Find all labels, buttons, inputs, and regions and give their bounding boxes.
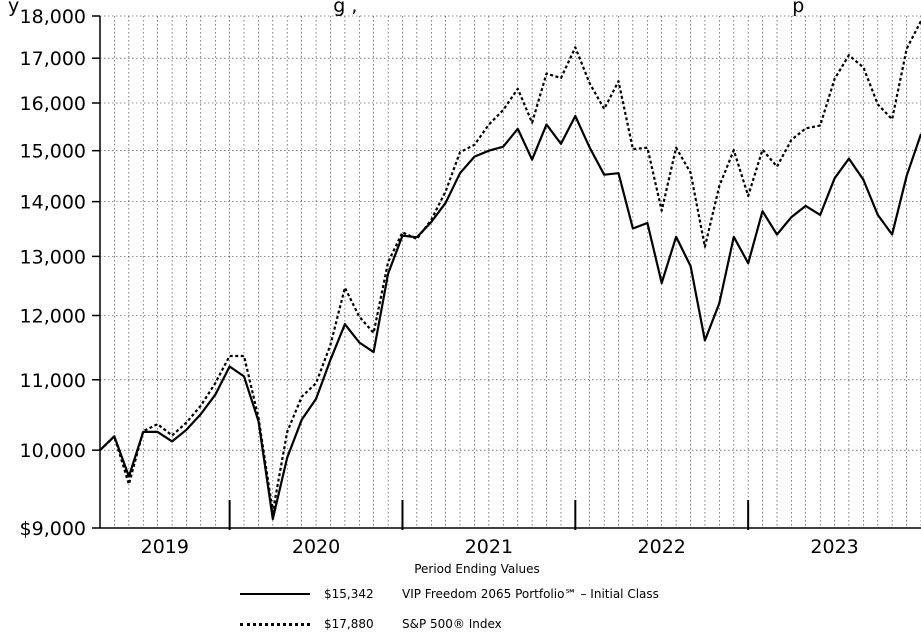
y-tick-label: 12,000 — [20, 306, 86, 328]
legend-index-name: S&P 500® Index — [402, 617, 502, 631]
legend-portfolio-value: $15,342 — [324, 587, 374, 601]
series-line-portfolio — [99, 114, 921, 521]
y-tick-label: 11,000 — [20, 370, 86, 392]
axes — [92, 15, 921, 530]
legend-index-value: $17,880 — [324, 617, 374, 631]
x-axis-label: Period Ending Values — [414, 562, 540, 576]
x-tick-label: 2022 — [638, 536, 686, 558]
y-tick-label: 16,000 — [20, 93, 86, 115]
x-tick-label: 2023 — [810, 536, 858, 558]
y-tick-label: $9,000 — [20, 518, 86, 540]
series-line-index — [99, 20, 921, 513]
legend-item-portfolio: $15,342 VIP Freedom 2065 Portfolio℠ – In… — [240, 586, 659, 602]
x-tick-label: 2019 — [141, 536, 189, 558]
series-lines — [99, 20, 921, 521]
x-tick-label: 2020 — [292, 536, 340, 558]
x-tick-label: 2021 — [465, 536, 513, 558]
legend-item-index: $17,880 S&P 500® Index — [240, 616, 502, 632]
y-tick-label: 14,000 — [20, 192, 86, 214]
chart-title-fragment: y g , p — [8, 0, 804, 17]
y-tick-label: 15,000 — [20, 141, 86, 163]
legend-solid-line-swatch — [240, 593, 310, 595]
y-tick-label: 18,000 — [20, 6, 86, 28]
y-tick-label: 17,000 — [20, 48, 86, 70]
gridlines — [100, 15, 921, 528]
y-tick-label: 10,000 — [20, 440, 86, 462]
legend-dotted-line-swatch — [240, 622, 310, 626]
x-axis-tick-labels: 2019 2020 2021 2022 2023 — [141, 536, 859, 558]
legend-portfolio-name: VIP Freedom 2065 Portfolio℠ – Initial Cl… — [402, 587, 659, 601]
y-axis-tick-labels: $9,000 10,000 11,000 12,000 13,000 14,000 15,0… — [20, 6, 86, 540]
y-tick-label: 13,000 — [20, 246, 86, 268]
